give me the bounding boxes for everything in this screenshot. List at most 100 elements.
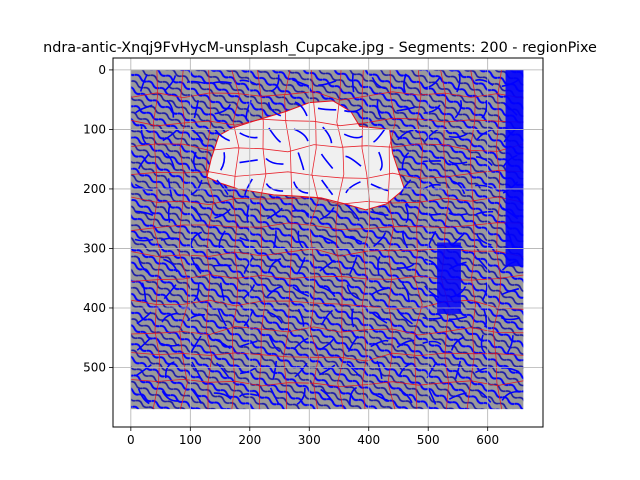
overlay-curve xyxy=(349,256,358,275)
overlay-curve xyxy=(167,178,173,197)
overlay-curve xyxy=(319,259,335,272)
overlay-curve xyxy=(343,133,363,139)
overlay-curve xyxy=(214,338,231,350)
overlay-curve xyxy=(370,287,389,296)
overlay-curve xyxy=(296,257,306,275)
overlay-curve xyxy=(422,160,441,163)
overlay-curve xyxy=(292,286,310,298)
overlay-curve xyxy=(475,79,494,87)
overlay-curve xyxy=(160,342,180,347)
dense-stroke-region xyxy=(437,242,461,314)
overlay-curve xyxy=(349,386,358,405)
overlay-curve xyxy=(424,285,440,299)
overlay-curve xyxy=(448,212,468,216)
overlay-curve xyxy=(318,80,337,86)
overlay-curve xyxy=(398,311,413,325)
overlay-curve xyxy=(474,210,494,216)
segment-boundary-horizontal xyxy=(130,326,524,336)
segment-boundary-horizontal xyxy=(130,143,524,153)
overlay-curve xyxy=(371,311,388,324)
overlay-curve xyxy=(267,258,282,273)
overlay-curve xyxy=(396,262,416,269)
overlay-curve xyxy=(317,107,337,111)
x-tick-label: 100 xyxy=(179,433,202,447)
overlay-curve xyxy=(318,364,336,376)
overlay-curve xyxy=(186,80,206,85)
overlay-curve xyxy=(137,388,150,405)
overlay-curve xyxy=(371,76,387,90)
overlay-curve xyxy=(480,334,486,354)
overlay-curve xyxy=(424,77,441,89)
segment-boundary-vertical xyxy=(152,69,161,410)
segment-boundary-horizontal xyxy=(130,117,524,127)
overlay-curve xyxy=(322,126,333,144)
y-axis: 0 100 200 300 400 500 xyxy=(83,63,113,374)
overlay-curve xyxy=(319,207,335,221)
overlay-curve xyxy=(422,316,442,320)
overlay-curve xyxy=(239,236,258,243)
overlay-curve xyxy=(422,340,442,346)
overlay-curve xyxy=(296,387,306,406)
segment-boundary-horizontal xyxy=(130,378,524,388)
x-axis: 0 100 200 300 400 500 600 xyxy=(127,427,499,447)
overlay-curve xyxy=(320,388,335,404)
overlay-curve xyxy=(422,212,442,216)
overlay-curve xyxy=(136,363,152,377)
overlay-curve xyxy=(373,232,387,248)
overlay-curve xyxy=(482,308,488,328)
overlay-curve xyxy=(297,152,305,171)
overlay-curve xyxy=(450,336,465,351)
overlay-curve xyxy=(454,100,463,119)
segment-boundary-horizontal xyxy=(130,352,524,362)
segment-boundary-vertical xyxy=(205,69,215,410)
segment-boundary-vertical xyxy=(231,69,240,410)
overlay-curve xyxy=(345,181,361,194)
overlay-curve xyxy=(239,132,258,139)
overlay-curve xyxy=(347,205,360,221)
overlay-curve xyxy=(163,284,177,300)
overlay-curve xyxy=(373,127,387,143)
segment-boundary-vertical xyxy=(309,69,319,410)
overlay-curve xyxy=(346,284,360,300)
overlay-curve xyxy=(377,256,381,275)
overlay-curve xyxy=(215,362,230,378)
segment-boundary-vertical xyxy=(414,69,424,410)
overlay-curve xyxy=(219,282,225,301)
overlay-curve xyxy=(190,335,202,353)
segment-boundary-vertical xyxy=(178,69,188,410)
overlay-curve xyxy=(217,309,227,327)
overlay-curve xyxy=(161,312,179,323)
overlay-curve xyxy=(345,155,362,167)
overlay-curve xyxy=(165,152,176,170)
overlay-curve xyxy=(320,309,334,326)
overlay-curve xyxy=(242,284,256,300)
overlay-curve xyxy=(187,313,205,322)
segment-boundary-vertical xyxy=(335,69,345,410)
overlay-curve xyxy=(244,178,253,196)
overlay-curve xyxy=(266,207,283,220)
y-tick-label: 500 xyxy=(83,360,106,374)
overlay-curve xyxy=(269,387,280,405)
overlay-curve xyxy=(351,308,355,328)
overlay-curve xyxy=(423,104,441,114)
overlay-curve xyxy=(272,230,277,249)
x-tick-label: 600 xyxy=(476,433,499,447)
overlay-curve xyxy=(401,282,410,301)
overlay-curve xyxy=(139,74,148,92)
overlay-curve xyxy=(481,100,488,119)
overlay-curve xyxy=(214,208,232,219)
overlay-curve xyxy=(448,315,468,321)
overlay-curve xyxy=(477,389,492,403)
segment-boundary-horizontal xyxy=(130,91,524,101)
overlay-curve xyxy=(193,282,200,302)
axes-frame xyxy=(112,57,544,428)
overlay-curve xyxy=(160,237,180,241)
overlay-curve xyxy=(136,311,152,325)
overlay-curve xyxy=(344,236,363,243)
overlay-curve xyxy=(190,388,203,404)
overlay-curve xyxy=(477,258,491,274)
overlay-curve xyxy=(134,238,154,242)
overlay-curve xyxy=(137,153,150,170)
overlay-curve xyxy=(267,311,283,324)
overlay-curve xyxy=(370,183,389,192)
